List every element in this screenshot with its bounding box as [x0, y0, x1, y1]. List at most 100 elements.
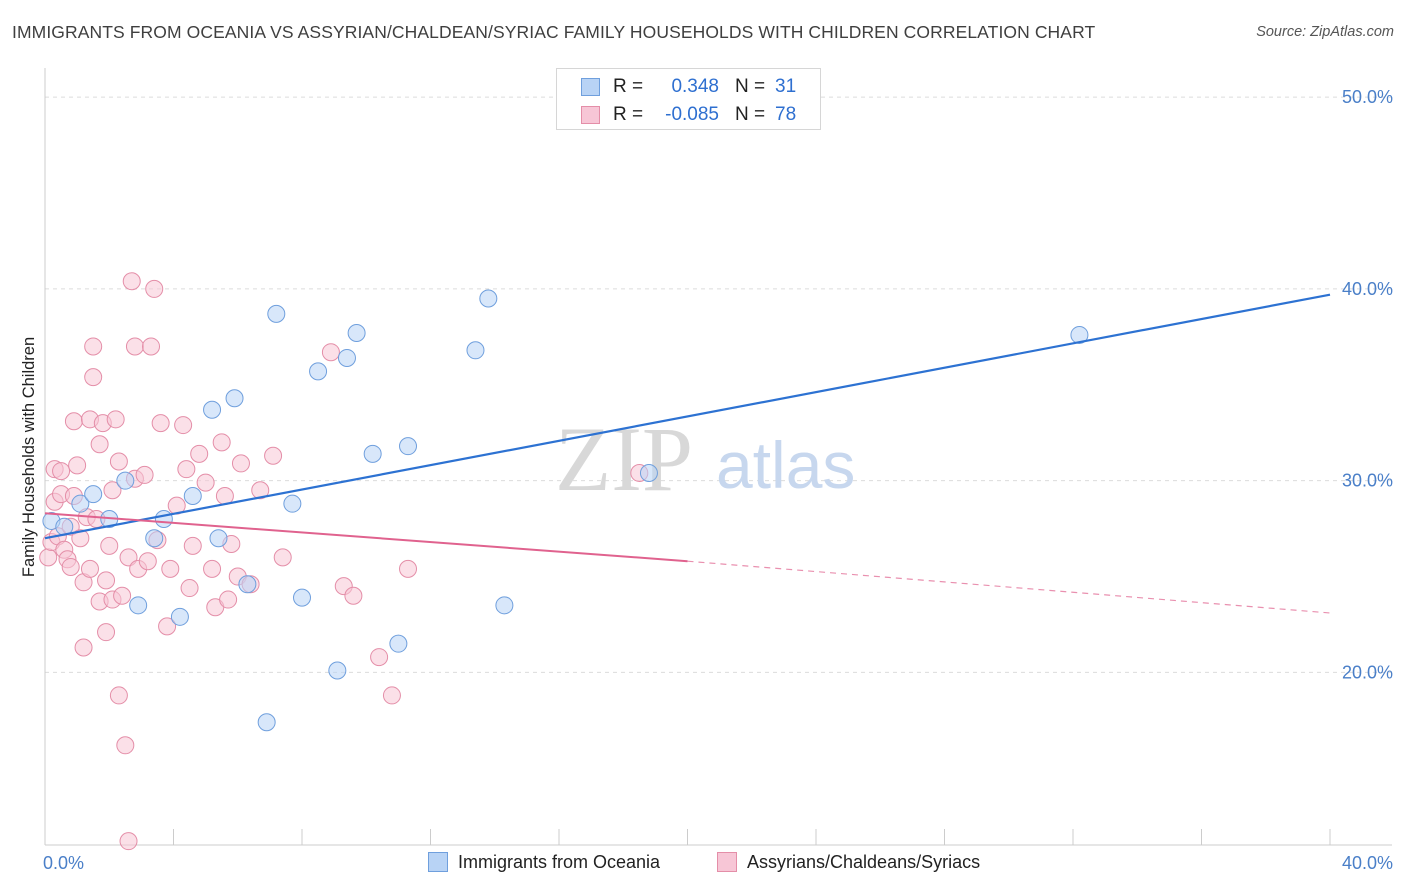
data-point-assyrians: [119, 548, 138, 567]
data-point-oceania: [639, 464, 658, 483]
y-tick-label: 20.0%: [1342, 662, 1393, 682]
data-point-assyrians: [106, 410, 125, 429]
data-point-oceania: [183, 487, 202, 506]
bottom-legend-label-oceania: Immigrants from Oceania: [458, 852, 661, 872]
data-point-assyrians: [119, 832, 138, 851]
trend-line-oceania: [44, 293, 1331, 540]
data-point-assyrians: [264, 446, 283, 465]
data-point-oceania: [225, 389, 244, 408]
correlation-legend: R = 0.348 N = 31 R = -0.085 N = 78: [556, 68, 821, 130]
legend-row-oceania: R = 0.348 N = 31: [557, 73, 820, 101]
data-point-assyrians: [71, 529, 90, 548]
y-tick-label: 50.0%: [1342, 87, 1393, 107]
data-point-oceania: [283, 494, 302, 513]
data-point-assyrians: [39, 548, 58, 567]
data-point-assyrians: [273, 548, 292, 567]
data-point-oceania: [209, 529, 228, 548]
bottom-legend-swatch-assyrians: [717, 852, 737, 872]
data-point-oceania: [363, 444, 382, 463]
data-point-assyrians: [180, 579, 199, 598]
legend-n-value: 78: [775, 104, 797, 125]
data-point-assyrians: [174, 416, 193, 435]
data-point-oceania: [154, 510, 173, 529]
x-tick-label: 40.0%: [1342, 853, 1393, 873]
data-point-assyrians: [161, 559, 180, 578]
data-point-assyrians: [80, 559, 99, 578]
data-point-assyrians: [109, 686, 128, 705]
data-point-assyrians: [212, 433, 231, 452]
data-point-oceania: [145, 529, 164, 548]
data-point-assyrians: [68, 456, 87, 475]
data-point-assyrians: [97, 571, 116, 590]
legend-r-label: R =: [613, 76, 644, 97]
watermark-zip: ZIP: [555, 408, 693, 510]
data-point-assyrians: [84, 337, 103, 356]
legend-swatch-assyrians: [581, 106, 600, 124]
data-point-assyrians: [113, 586, 132, 605]
data-point-oceania: [328, 661, 347, 680]
data-point-oceania: [337, 348, 356, 367]
data-point-oceania: [495, 596, 514, 615]
data-point-assyrians: [116, 736, 135, 755]
chart-source: Source: ZipAtlas.com: [1256, 24, 1394, 40]
data-point-assyrians: [138, 552, 157, 571]
data-point-oceania: [238, 575, 257, 594]
watermark: ZIP atlas: [555, 408, 855, 510]
bottom-legend-swatch-oceania: [428, 852, 448, 872]
trend-line-assyrians: [44, 512, 688, 563]
data-point-oceania: [293, 588, 311, 607]
data-point-assyrians: [190, 444, 209, 463]
data-point-oceania: [399, 437, 418, 456]
trend-line-assyrians-extension: [687, 560, 1331, 614]
y-tick-label: 40.0%: [1342, 279, 1393, 299]
legend-r-label: R =: [613, 104, 644, 125]
data-point-oceania: [129, 596, 148, 615]
legend-n-label: N =: [735, 104, 766, 125]
bottom-legend-label-assyrians: Assyrians/Chaldeans/Syriacs: [747, 852, 981, 872]
data-point-oceania: [257, 713, 276, 732]
data-point-assyrians: [61, 557, 80, 576]
data-point-assyrians: [151, 414, 170, 433]
data-point-assyrians: [158, 617, 177, 636]
legend-r-value: -0.085: [665, 104, 719, 125]
data-point-oceania: [84, 485, 103, 504]
data-point-assyrians: [97, 623, 116, 642]
data-point-oceania: [309, 362, 328, 381]
y-axis-label: Family Households with Children: [20, 337, 38, 577]
data-point-assyrians: [145, 279, 164, 298]
data-point-oceania: [267, 304, 286, 323]
data-point-assyrians: [321, 343, 340, 362]
data-point-oceania: [347, 324, 366, 343]
data-point-assyrians: [219, 590, 238, 609]
legend-r-value: 0.348: [671, 76, 719, 97]
watermark-atlas: atlas: [716, 428, 855, 502]
data-point-assyrians: [344, 586, 363, 605]
bottom-legend-oceania: Immigrants from Oceania: [428, 852, 660, 878]
data-point-oceania: [466, 341, 485, 360]
x-tick-labels: 0.0% 40.0%: [43, 853, 1393, 873]
data-point-assyrians: [399, 559, 418, 578]
x-tick-label: 0.0%: [43, 853, 84, 873]
y-tick-label: 30.0%: [1342, 471, 1393, 491]
data-point-assyrians: [196, 473, 215, 492]
data-point-assyrians: [251, 481, 270, 500]
data-point-assyrians: [382, 686, 401, 705]
trend-lines: [44, 293, 1331, 614]
data-point-oceania: [479, 289, 498, 308]
data-point-assyrians: [103, 481, 122, 500]
data-point-assyrians: [84, 368, 103, 387]
data-point-assyrians: [183, 536, 202, 555]
data-point-assyrians: [142, 337, 161, 356]
chart-title: IMMIGRANTS FROM OCEANIA VS ASSYRIAN/CHAL…: [12, 22, 1096, 42]
data-point-assyrians: [125, 337, 144, 356]
data-point-oceania: [71, 494, 90, 513]
legend-n-label: N =: [735, 76, 766, 97]
data-point-assyrians: [90, 435, 109, 454]
data-point-oceania: [1070, 325, 1089, 344]
data-point-assyrians: [135, 465, 154, 484]
series-oceania-points: [42, 289, 1089, 732]
data-point-assyrians: [177, 460, 196, 479]
y-tick-labels: 20.0% 30.0% 40.0% 50.0%: [1342, 87, 1393, 682]
axes: [44, 68, 1392, 846]
